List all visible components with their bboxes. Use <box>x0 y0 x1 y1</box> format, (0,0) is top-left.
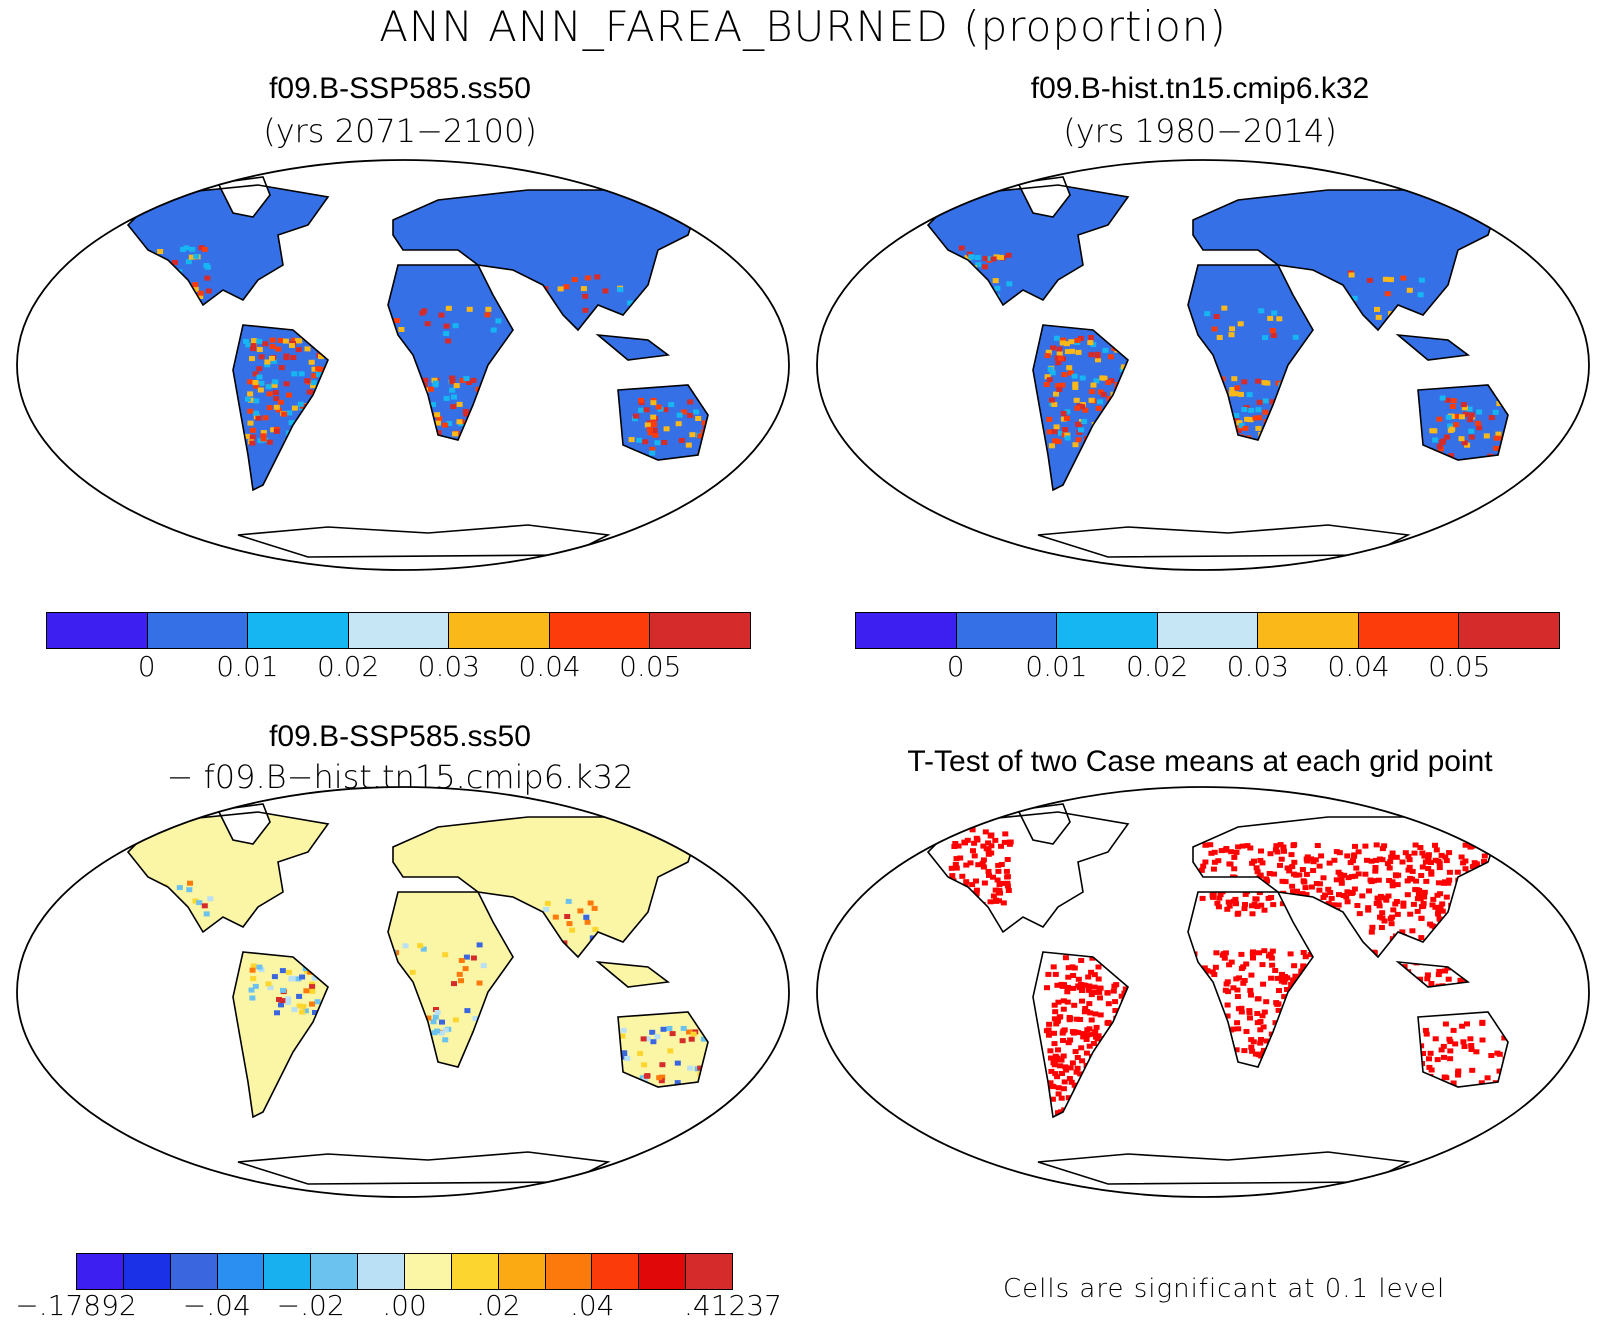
figure-title: ANN ANN_FAREA_BURNED (proportion) <box>379 2 1227 51</box>
colorbar-tick-label: 0.03 <box>1226 650 1290 683</box>
land-africa <box>1188 892 1313 1067</box>
colorbar-top-right <box>855 612 1560 649</box>
map-top-left <box>16 159 790 571</box>
colorbar-tick-label: 0.02 <box>316 650 380 683</box>
land-eurasia <box>393 817 698 957</box>
colorbar-segment <box>123 1254 171 1289</box>
colorbar-segment <box>1459 613 1560 648</box>
colorbar-segment <box>686 1254 733 1289</box>
panel-tl-years: (yrs 2071−2100) <box>263 112 537 150</box>
colorbar-segment <box>1157 613 1259 648</box>
panel-tl-case: f09.B-SSP585.ss50 <box>269 72 531 105</box>
map-frame <box>816 786 1590 1198</box>
colorbar-segment <box>856 613 957 648</box>
land-namerica <box>128 185 328 305</box>
map-bottom-left <box>16 786 790 1198</box>
panel-bl-case: f09.B-SSP585.ss50 <box>269 720 531 753</box>
land-africa <box>1188 265 1313 440</box>
colorbar-segment <box>451 1254 499 1289</box>
colorbar-segment <box>498 1254 546 1289</box>
colorbar-segment <box>592 1254 640 1289</box>
colorbar-segment <box>348 613 450 648</box>
land-australia <box>1418 1012 1508 1087</box>
land-namerica <box>128 812 328 932</box>
colorbar-tick-label: .00 <box>382 1289 427 1322</box>
map-top-right <box>816 159 1590 571</box>
colorbar-segment <box>311 1254 359 1289</box>
colorbar-segment <box>170 1254 218 1289</box>
colorbar-segment <box>1258 613 1359 648</box>
colorbar-tick-label: 0 <box>946 650 965 683</box>
colorbar-tick-label: 0.04 <box>518 650 581 683</box>
map-bottom-right <box>816 786 1590 1198</box>
land-eurasia <box>393 190 698 330</box>
colorbar-segment <box>449 613 550 648</box>
colorbar-segment <box>248 613 349 648</box>
map-frame <box>816 159 1590 571</box>
colorbar-segment <box>639 1254 687 1289</box>
land-antarctica <box>1038 525 1408 557</box>
colorbar-top-left <box>46 612 751 649</box>
land-antarctica <box>1038 1152 1408 1184</box>
land-indonesia <box>1398 335 1468 360</box>
panel-br-title: T-Test of two Case means at each grid po… <box>907 745 1493 778</box>
colorbar-segment <box>147 613 249 648</box>
colorbar-tick-label: 0.05 <box>619 650 682 683</box>
land-indonesia <box>598 335 668 360</box>
colorbar-segment <box>405 1254 452 1289</box>
colorbar-segment <box>358 1254 406 1289</box>
colorbar-tick-label: −.02 <box>276 1289 345 1322</box>
map-frame <box>16 786 790 1198</box>
colorbar-segment <box>217 1254 265 1289</box>
land-africa <box>388 265 513 440</box>
colorbar-tick-label: .02 <box>476 1289 521 1322</box>
significance-note: Cells are significant at 0.1 level <box>1003 1274 1446 1304</box>
colorbar-tick-label: 0.05 <box>1428 650 1491 683</box>
colorbar-tick-label: .41237 <box>684 1289 782 1322</box>
colorbar-tick-label: 0.03 <box>417 650 481 683</box>
land-antarctica <box>238 1152 608 1184</box>
colorbar-segment <box>549 613 651 648</box>
colorbar-segment <box>956 613 1058 648</box>
land-antarctica <box>238 525 608 557</box>
land-africa <box>388 892 513 1067</box>
colorbar-segment <box>650 613 751 648</box>
panel-tr-years: (yrs 1980−2014) <box>1063 112 1337 150</box>
colorbar-tick-label: 0.02 <box>1125 650 1189 683</box>
colorbar-bottom-left <box>76 1253 733 1290</box>
colorbar-segment <box>1358 613 1460 648</box>
colorbar-tick-label: 0.04 <box>1327 650 1390 683</box>
colorbar-tick-label: 0.01 <box>1025 650 1088 683</box>
colorbar-segment <box>77 1254 124 1289</box>
colorbar-tick-label: 0 <box>137 650 156 683</box>
panel-tr-case: f09.B-hist.tn15.cmip6.k32 <box>1030 72 1370 105</box>
colorbar-segment <box>1057 613 1158 648</box>
colorbar-tick-label: −.04 <box>182 1289 251 1322</box>
colorbar-segment <box>47 613 148 648</box>
colorbar-tick-label: .04 <box>569 1289 615 1322</box>
colorbar-tick-label: 0.01 <box>216 650 279 683</box>
colorbar-segment <box>264 1254 312 1289</box>
colorbar-segment <box>545 1254 593 1289</box>
colorbar-tick-label: −.17892 <box>15 1289 137 1322</box>
map-frame <box>16 159 790 571</box>
land-indonesia <box>598 962 668 987</box>
land-namerica <box>928 185 1128 305</box>
